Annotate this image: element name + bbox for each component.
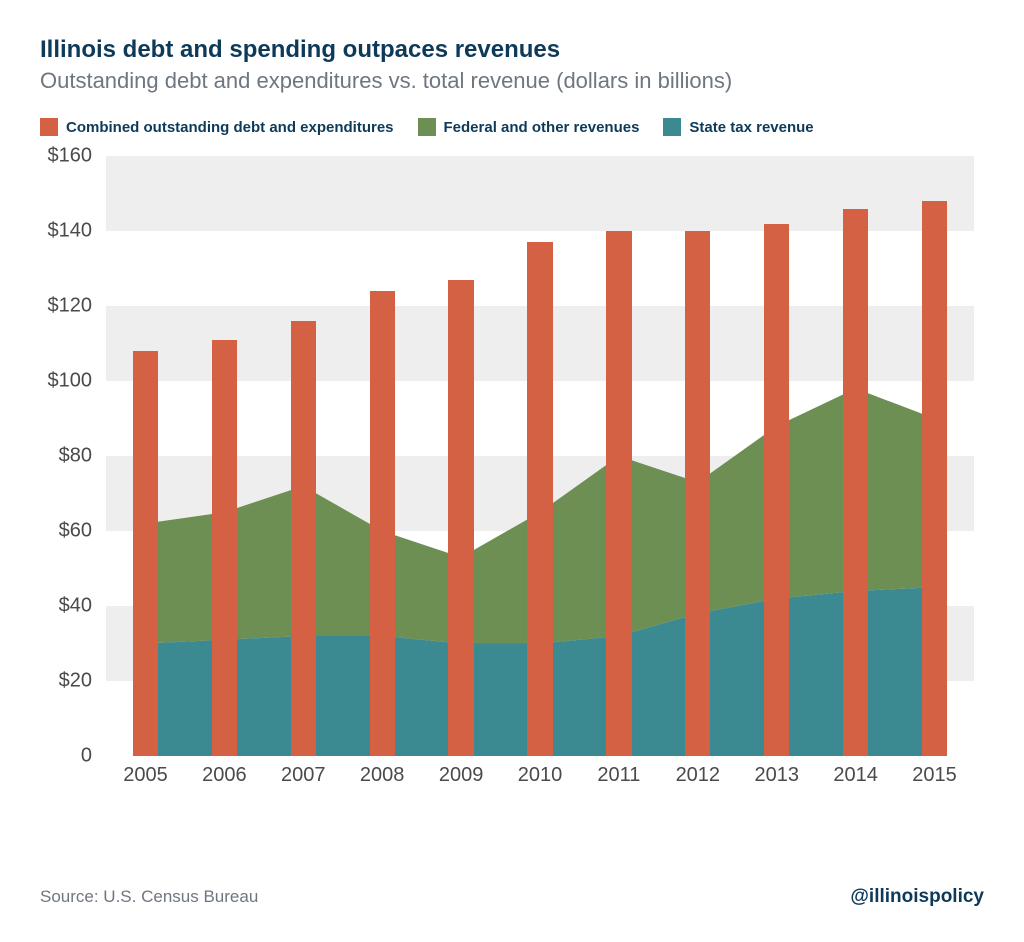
y-tick-label: 0 [81,745,92,768]
legend-item: Federal and other revenues [418,118,640,136]
legend-label: Federal and other revenues [444,119,640,136]
y-axis: 0$20$40$60$80$100$120$140$160 [40,156,100,756]
bar [843,209,868,757]
y-tick-label: $140 [48,220,93,243]
y-tick-label: $100 [48,370,93,393]
legend-label: State tax revenue [689,119,813,136]
legend-swatch [663,118,681,136]
y-tick-label: $80 [59,445,92,468]
chart: 0$20$40$60$80$100$120$140$160 2005200620… [40,156,984,796]
bar [527,242,552,756]
plot-area [106,156,974,756]
bar [922,201,947,756]
x-tick-label: 2005 [123,764,168,787]
y-tick-label: $160 [48,145,93,168]
y-tick-label: $20 [59,670,92,693]
chart-title: Illinois debt and spending outpaces reve… [40,36,984,64]
bar [370,291,395,756]
bar [291,321,316,756]
social-handle: @illinoispolicy [850,886,984,908]
bar [685,231,710,756]
legend-swatch [418,118,436,136]
legend-item: Combined outstanding debt and expenditur… [40,118,394,136]
x-axis: 2005 2006 2007 2008 2009 2010 2011 2012 2013 2014… [106,756,974,796]
legend-item: State tax revenue [663,118,813,136]
source-text: Source: U.S. Census Bureau [40,887,258,907]
bar [764,224,789,757]
chart-subtitle: Outstanding debt and expenditures vs. to… [40,68,984,94]
bar [212,340,237,756]
x-tick-label: 2015 [912,764,957,787]
bar [606,231,631,756]
y-tick-label: $120 [48,295,93,318]
bars [106,156,974,756]
x-tick-label: 2010 [518,764,563,787]
x-tick-label: 2011 [597,764,640,787]
bar [133,351,158,756]
x-tick-label: 2007 [281,764,326,787]
legend: Combined outstanding debt and expenditur… [40,118,984,136]
x-tick-label: 2006 [202,764,247,787]
legend-swatch [40,118,58,136]
x-tick-label: 2014 [833,764,878,787]
x-tick-label: 2008 [360,764,405,787]
bar [448,280,473,756]
x-tick-label: 2009 [439,764,484,787]
y-tick-label: $40 [59,595,92,618]
x-tick-label: 2013 [754,764,799,787]
y-tick-label: $60 [59,520,92,543]
legend-label: Combined outstanding debt and expenditur… [66,119,394,136]
x-tick-label: 2012 [676,764,721,787]
